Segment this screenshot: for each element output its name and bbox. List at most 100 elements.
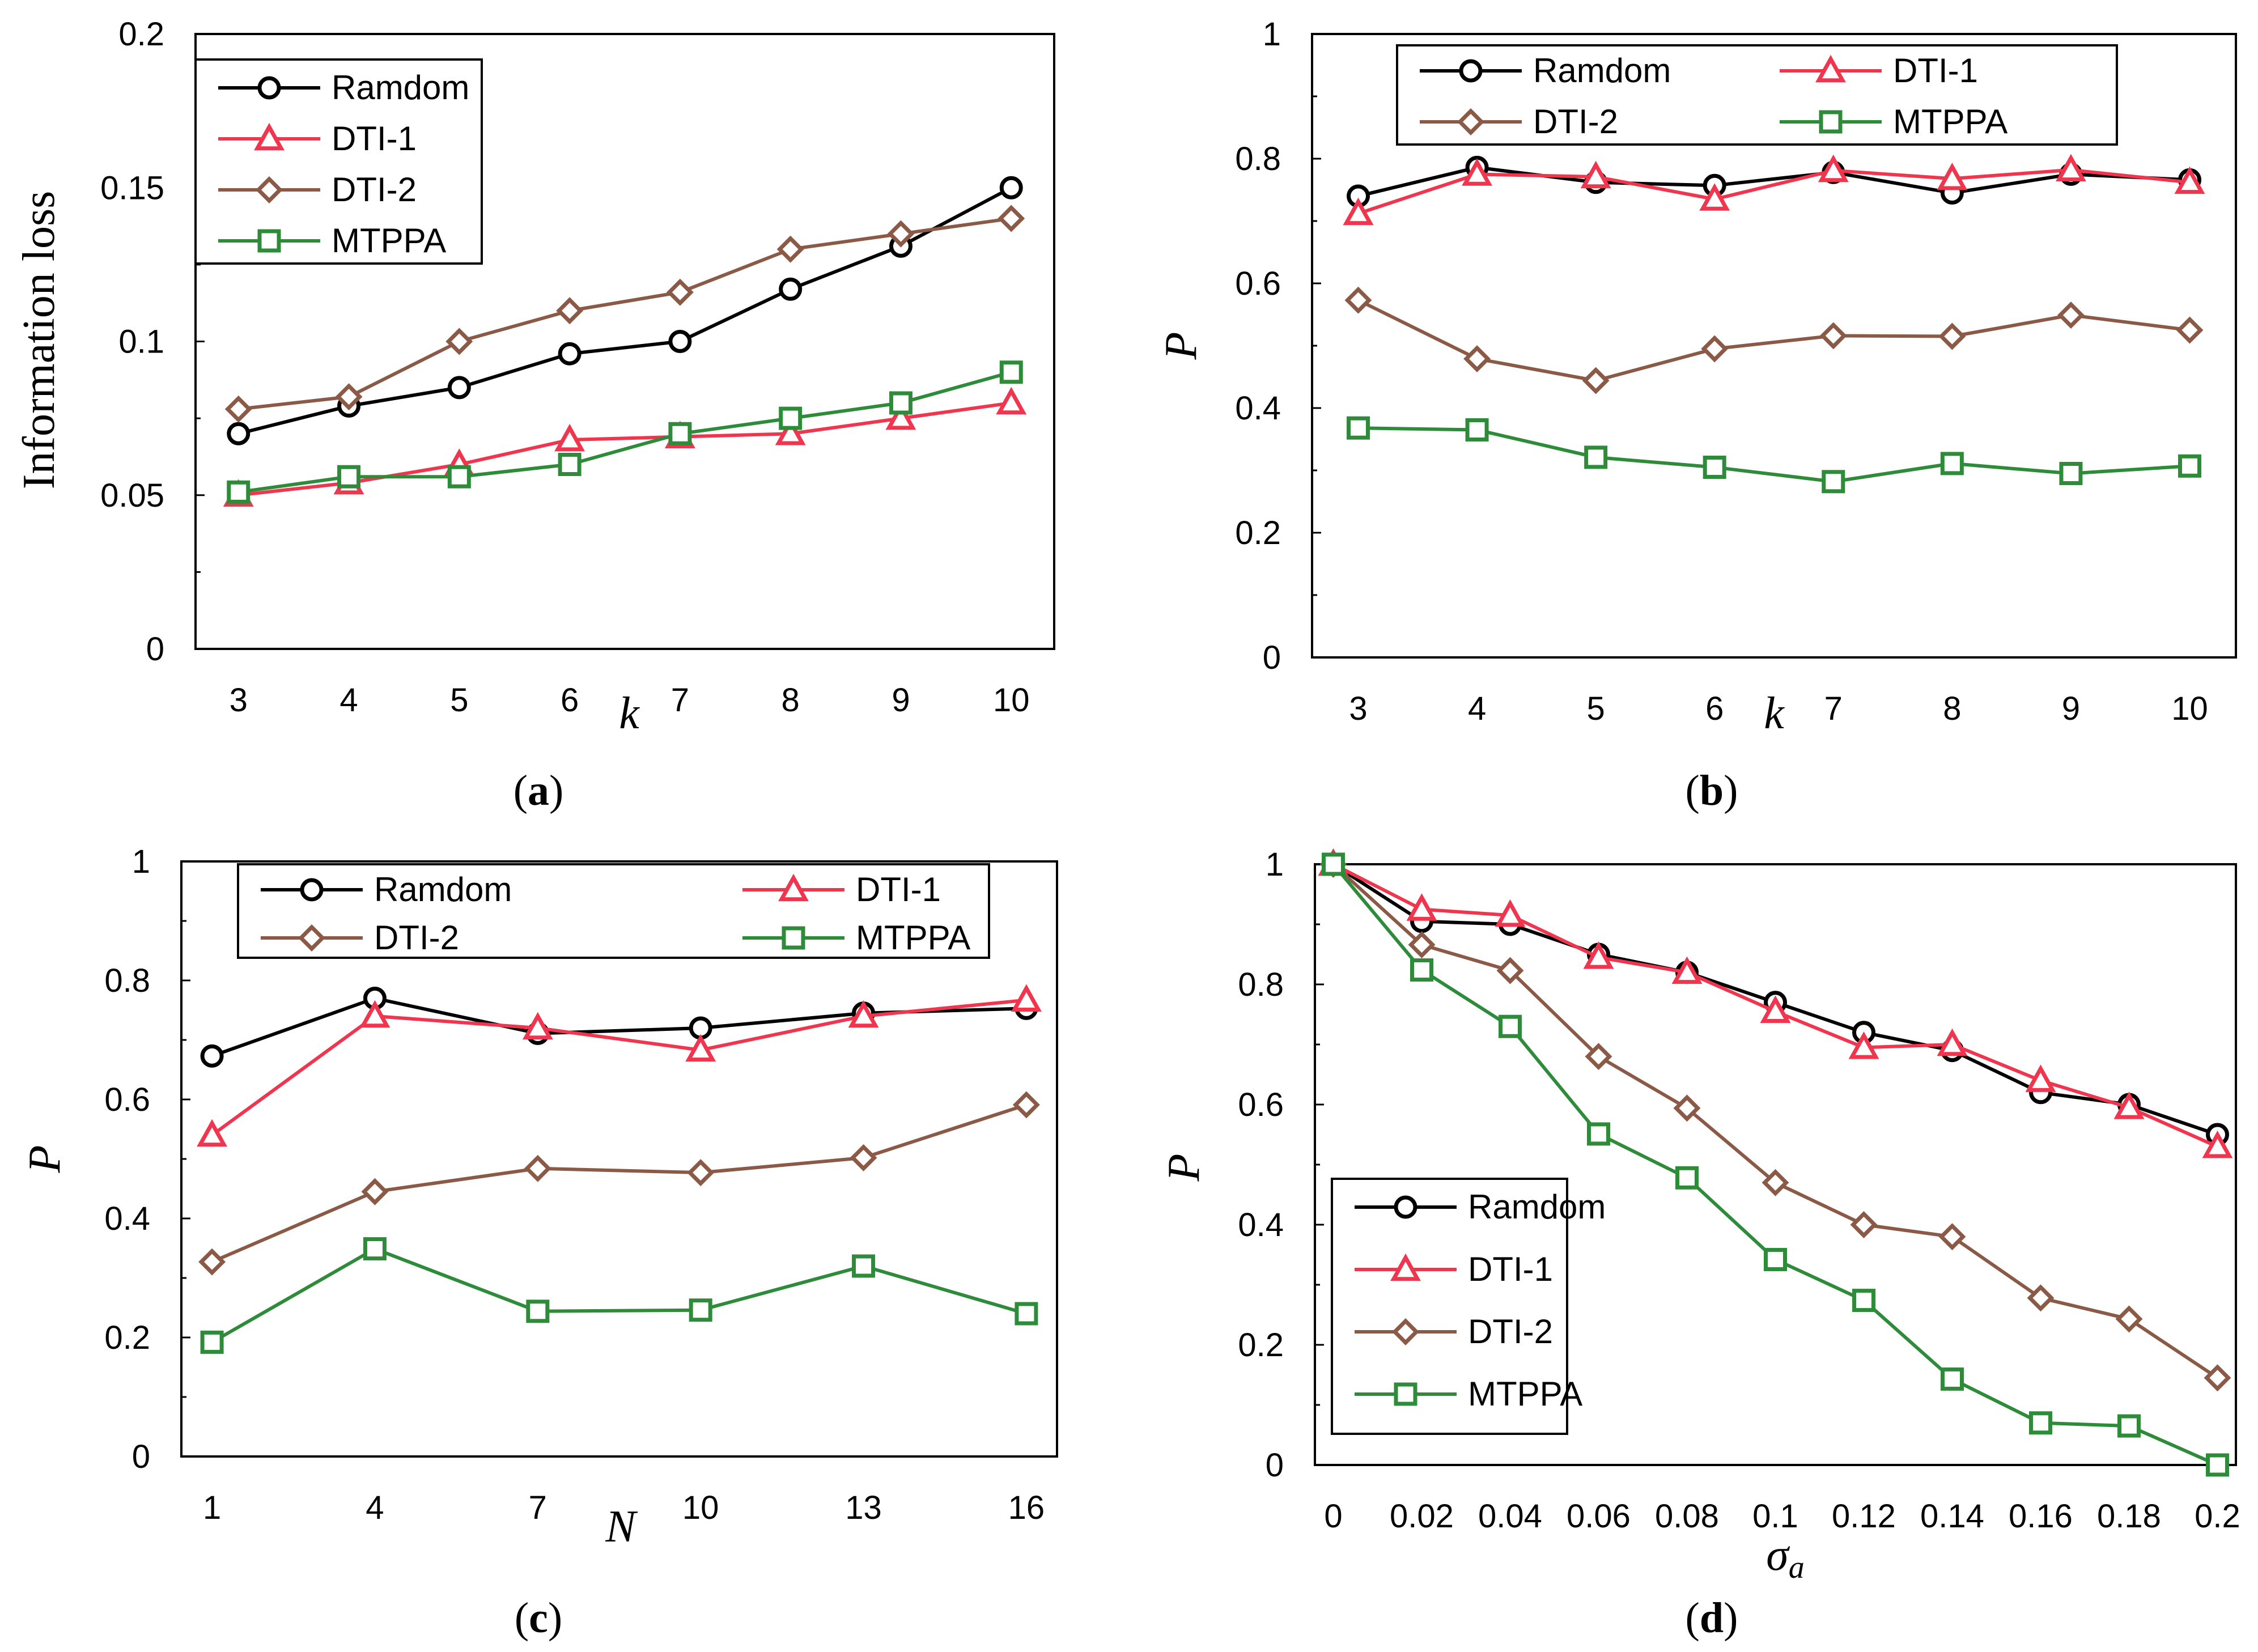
legend-box xyxy=(194,58,483,265)
data-point xyxy=(1408,931,1436,958)
legend-swatch-marker xyxy=(298,924,325,952)
x-tick-label: 10 xyxy=(2171,690,2208,727)
panel-c: 0 0.2 0.4 0.6 0.8 1 1 4 7 10 13 16 N P Ramdom DTI-1 DTI-… xyxy=(20,843,1058,1642)
x-tick-label: 4 xyxy=(1468,690,1486,727)
data-point xyxy=(200,1044,224,1068)
data-point xyxy=(558,342,582,366)
legend-item: DTI-1 xyxy=(742,870,941,908)
y-tick-label: 0.4 xyxy=(104,1200,150,1237)
data-point xyxy=(1818,154,1849,182)
y-tick-label: 0.6 xyxy=(104,1081,150,1118)
legend-item: DTI-1 xyxy=(1355,1250,1553,1288)
x-tick-label: 13 xyxy=(845,1489,882,1526)
x-tick-label: 0.16 xyxy=(2009,1498,2073,1535)
data-point xyxy=(848,1000,879,1028)
legend-label: DTI-2 xyxy=(374,919,459,957)
legend: Ramdom DTI-1 DTI-2 MTPPA xyxy=(1331,1178,1606,1435)
data-point xyxy=(2115,1305,2143,1333)
x-tick-label: 0.04 xyxy=(1478,1498,1542,1535)
data-point xyxy=(2113,1092,2145,1119)
legend-item: MTPPA xyxy=(742,919,970,957)
data-point xyxy=(1703,456,1726,479)
data-point xyxy=(687,1159,715,1187)
data-point xyxy=(363,1237,387,1261)
legend-box xyxy=(237,863,990,959)
legend-swatch-marker xyxy=(1819,110,1843,134)
x-tick-label: 0.14 xyxy=(1920,1498,1984,1535)
x-tick-label: 7 xyxy=(671,682,689,719)
x-tick-label: 0.18 xyxy=(2097,1498,2161,1535)
data-point xyxy=(1462,158,1493,186)
data-point xyxy=(335,383,363,411)
data-point xyxy=(1762,1169,1789,1196)
series-dti-2 xyxy=(198,1091,1040,1276)
data-point xyxy=(554,423,585,452)
series-dti-1 xyxy=(197,984,1042,1147)
data-point xyxy=(337,465,361,489)
panel-a: 0 0.05 0.1 0.15 0.2 3 4 5 6 7 8 9 10 k Information los… xyxy=(14,16,1055,814)
panel-caption: (b) xyxy=(1686,767,1738,814)
panel-caption: (a) xyxy=(513,767,564,814)
legend-item: MTPPA xyxy=(218,222,446,260)
data-point xyxy=(2202,1130,2233,1158)
series-line xyxy=(238,370,1012,494)
data-point xyxy=(526,1299,550,1323)
data-point xyxy=(1582,367,1610,394)
series-line xyxy=(211,1247,1027,1344)
data-point xyxy=(1938,322,1966,350)
data-point xyxy=(850,1144,877,1171)
legend: Ramdom DTI-1 DTI-2 MTPPA xyxy=(1396,44,2118,146)
data-point xyxy=(1675,1166,1699,1190)
x-tick-label: 9 xyxy=(892,682,910,719)
series-line xyxy=(211,998,1027,1137)
data-point xyxy=(2027,1284,2055,1312)
y-tick-label: 0 xyxy=(1266,1447,1284,1484)
legend-item: DTI-2 xyxy=(1355,1313,1553,1351)
legend-swatch-marker xyxy=(1459,59,1483,83)
x-axis-label: k xyxy=(1764,689,1785,738)
data-point xyxy=(852,1254,876,1278)
data-point xyxy=(445,328,473,355)
y-tick-label: 1 xyxy=(132,843,150,880)
legend-label: DTI-1 xyxy=(1468,1250,1553,1288)
x-tick-label: 0.12 xyxy=(1832,1498,1896,1535)
data-point xyxy=(2025,1064,2056,1092)
y-tick-label: 0.6 xyxy=(1235,265,1281,302)
y-tick-label: 0.2 xyxy=(1238,1327,1284,1364)
x-tick-label: 0.06 xyxy=(1567,1498,1631,1535)
x-tick-label: 0.2 xyxy=(2195,1498,2240,1535)
legend-swatch-marker xyxy=(257,229,281,253)
data-point xyxy=(1347,416,1370,440)
x-tick-label: 10 xyxy=(993,682,1030,719)
y-tick-label: 0 xyxy=(1263,639,1281,676)
legend-box xyxy=(1331,1178,1568,1435)
legend-box xyxy=(1396,44,2118,146)
panel-caption: (d) xyxy=(1686,1594,1738,1642)
legend-swatch-marker xyxy=(254,122,285,151)
series-line xyxy=(211,1103,1027,1264)
data-point xyxy=(779,277,803,301)
data-point xyxy=(889,391,912,415)
data-point xyxy=(1699,183,1730,211)
legend-label: Ramdom xyxy=(374,870,512,908)
data-point xyxy=(2029,1411,2052,1435)
y-tick-label: 0.6 xyxy=(1238,1086,1284,1123)
series-ramdom xyxy=(200,987,1038,1068)
data-point xyxy=(2057,301,2085,329)
data-point xyxy=(666,278,694,306)
data-point xyxy=(776,235,804,263)
data-point xyxy=(2174,166,2205,194)
legend-label: Ramdom xyxy=(332,69,469,107)
y-tick-label: 0.1 xyxy=(118,324,164,360)
x-tick-label: 4 xyxy=(339,682,358,719)
x-axis-label: N xyxy=(605,1502,638,1552)
legend-swatch-marker xyxy=(300,878,324,902)
legend-swatch-marker xyxy=(782,926,805,950)
legend-swatch-marker xyxy=(1392,1318,1419,1345)
series-dti-2 xyxy=(1344,286,2204,394)
data-point xyxy=(227,480,251,504)
data-point xyxy=(558,453,582,476)
data-point xyxy=(996,387,1027,415)
data-point xyxy=(1822,470,1845,494)
legend-item: DTI-2 xyxy=(1420,103,1618,141)
